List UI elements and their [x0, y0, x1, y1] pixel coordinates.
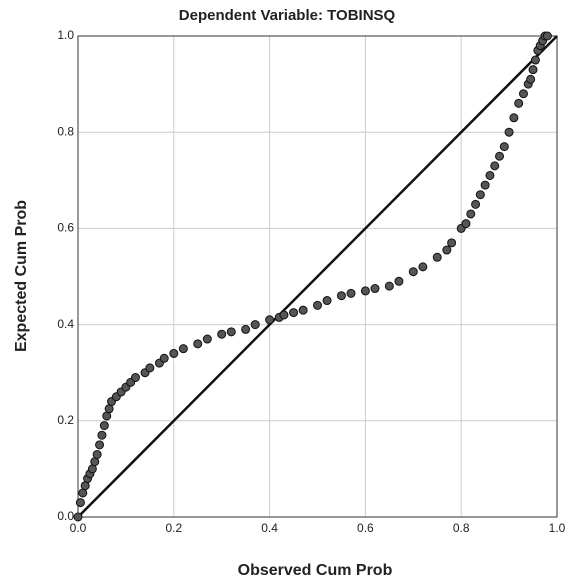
point: [509, 113, 519, 123]
point: [480, 180, 490, 190]
y-tick-label: 0.8: [57, 124, 74, 138]
point: [495, 151, 505, 161]
point: [145, 363, 155, 373]
point: [99, 421, 109, 431]
point: [250, 320, 260, 330]
x-tick-label: 1.0: [549, 521, 566, 535]
point: [418, 262, 428, 272]
point: [514, 98, 524, 108]
plot-border: [77, 35, 558, 518]
y-tick-label: 1.0: [57, 28, 74, 42]
point: [241, 324, 251, 334]
point: [394, 276, 404, 286]
point: [97, 430, 107, 440]
point: [360, 286, 370, 296]
y-tick-label: 0.4: [57, 317, 74, 331]
point: [370, 284, 380, 294]
x-tick-label: 0.0: [70, 521, 87, 535]
point: [193, 339, 203, 349]
y-tick-label: 0.6: [57, 221, 74, 235]
point: [322, 296, 332, 306]
point: [169, 348, 179, 358]
point: [313, 300, 322, 310]
point: [528, 65, 538, 75]
y-axis-label: Expected Cum Prob: [13, 200, 30, 352]
y-tick-label: 0.0: [57, 509, 74, 523]
point: [92, 449, 102, 459]
reference-line: [77, 35, 558, 518]
point: [336, 291, 346, 301]
point: [461, 219, 471, 229]
point: [217, 329, 227, 339]
point: [490, 161, 500, 171]
point: [226, 327, 236, 337]
point: [447, 238, 457, 248]
point: [526, 74, 536, 84]
point: [518, 89, 528, 99]
point: [202, 334, 212, 344]
point: [384, 281, 394, 291]
point: [279, 310, 289, 320]
point: [408, 267, 418, 277]
point: [289, 308, 299, 318]
point: [130, 373, 140, 383]
point: [475, 190, 485, 200]
point: [432, 252, 442, 262]
chart-title: Dependent Variable: TOBINSQ: [179, 7, 396, 24]
point: [95, 440, 105, 450]
point: [542, 31, 552, 41]
point: [499, 142, 509, 152]
point: [178, 344, 188, 354]
point: [466, 209, 476, 219]
point: [485, 170, 495, 180]
point: [265, 315, 275, 325]
point: [442, 245, 452, 255]
x-tick-label: 0.8: [453, 521, 470, 535]
x-tick-label: 0.6: [357, 521, 374, 535]
point: [73, 512, 83, 522]
point: [471, 199, 481, 209]
point: [346, 288, 356, 298]
point: [298, 305, 308, 315]
y-tick-label: 0.2: [57, 413, 74, 427]
point: [75, 498, 85, 508]
x-tick-label: 0.2: [165, 521, 182, 535]
point: [530, 55, 540, 65]
x-tick-label: 0.4: [261, 521, 278, 535]
point: [504, 127, 514, 137]
point: [159, 353, 169, 363]
x-axis-label: Observed Cum Prob: [238, 562, 393, 579]
